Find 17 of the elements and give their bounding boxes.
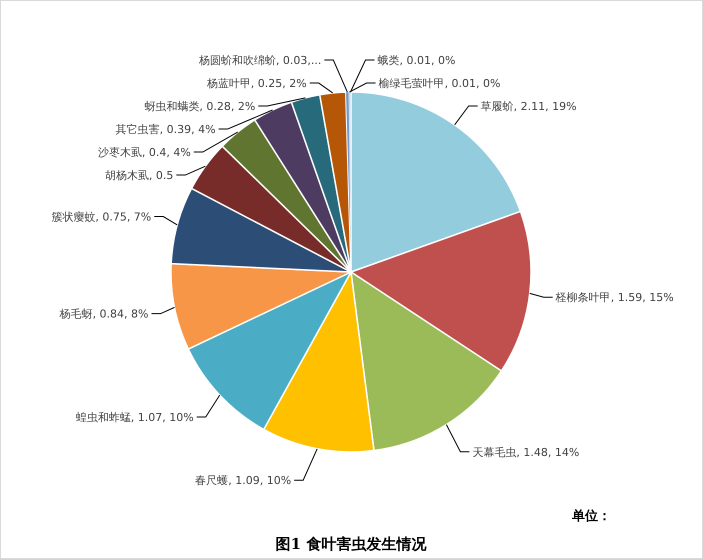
slice-label: 杨蓝叶甲, 0.25, 2% bbox=[206, 77, 307, 90]
slice-label: 蚜虫和螨类, 0.28, 2% bbox=[144, 100, 256, 114]
slice-label: 草履蚧, 2.11, 19% bbox=[480, 100, 577, 113]
slice-label: 其它虫害, 0.39, 4% bbox=[116, 123, 216, 136]
text: 图1 食叶害虫发生情况 bbox=[276, 535, 428, 553]
slice-label: 榆绿毛萤叶甲, 0.01, 0% bbox=[378, 77, 501, 90]
slice-label: 柽柳条叶甲, 1.59, 15% bbox=[554, 291, 674, 304]
slice-label: 蝗虫和蚱蜢, 1.07, 10% bbox=[76, 411, 194, 424]
slice-label: 胡杨木虱, 0.5 bbox=[104, 169, 174, 182]
slice-label: 春尺蠖, 1.09, 10% bbox=[195, 474, 292, 488]
text: 单位： bbox=[571, 508, 611, 524]
slice-label: 天幕毛虫, 1.48, 14% bbox=[472, 446, 580, 459]
slice-label: 沙枣木虱, 0.4, 4% bbox=[98, 146, 191, 160]
slice-label: 簇状瘿蚊, 0.75, 7% bbox=[51, 210, 152, 224]
slice-label: 杨毛蚜, 0.84, 8% bbox=[58, 308, 149, 321]
slice-label: 杨圆蚧和吹绵蚧, 0.03,... bbox=[198, 54, 322, 68]
slice-label: 蛾类, 0.01, 0% bbox=[378, 54, 456, 67]
